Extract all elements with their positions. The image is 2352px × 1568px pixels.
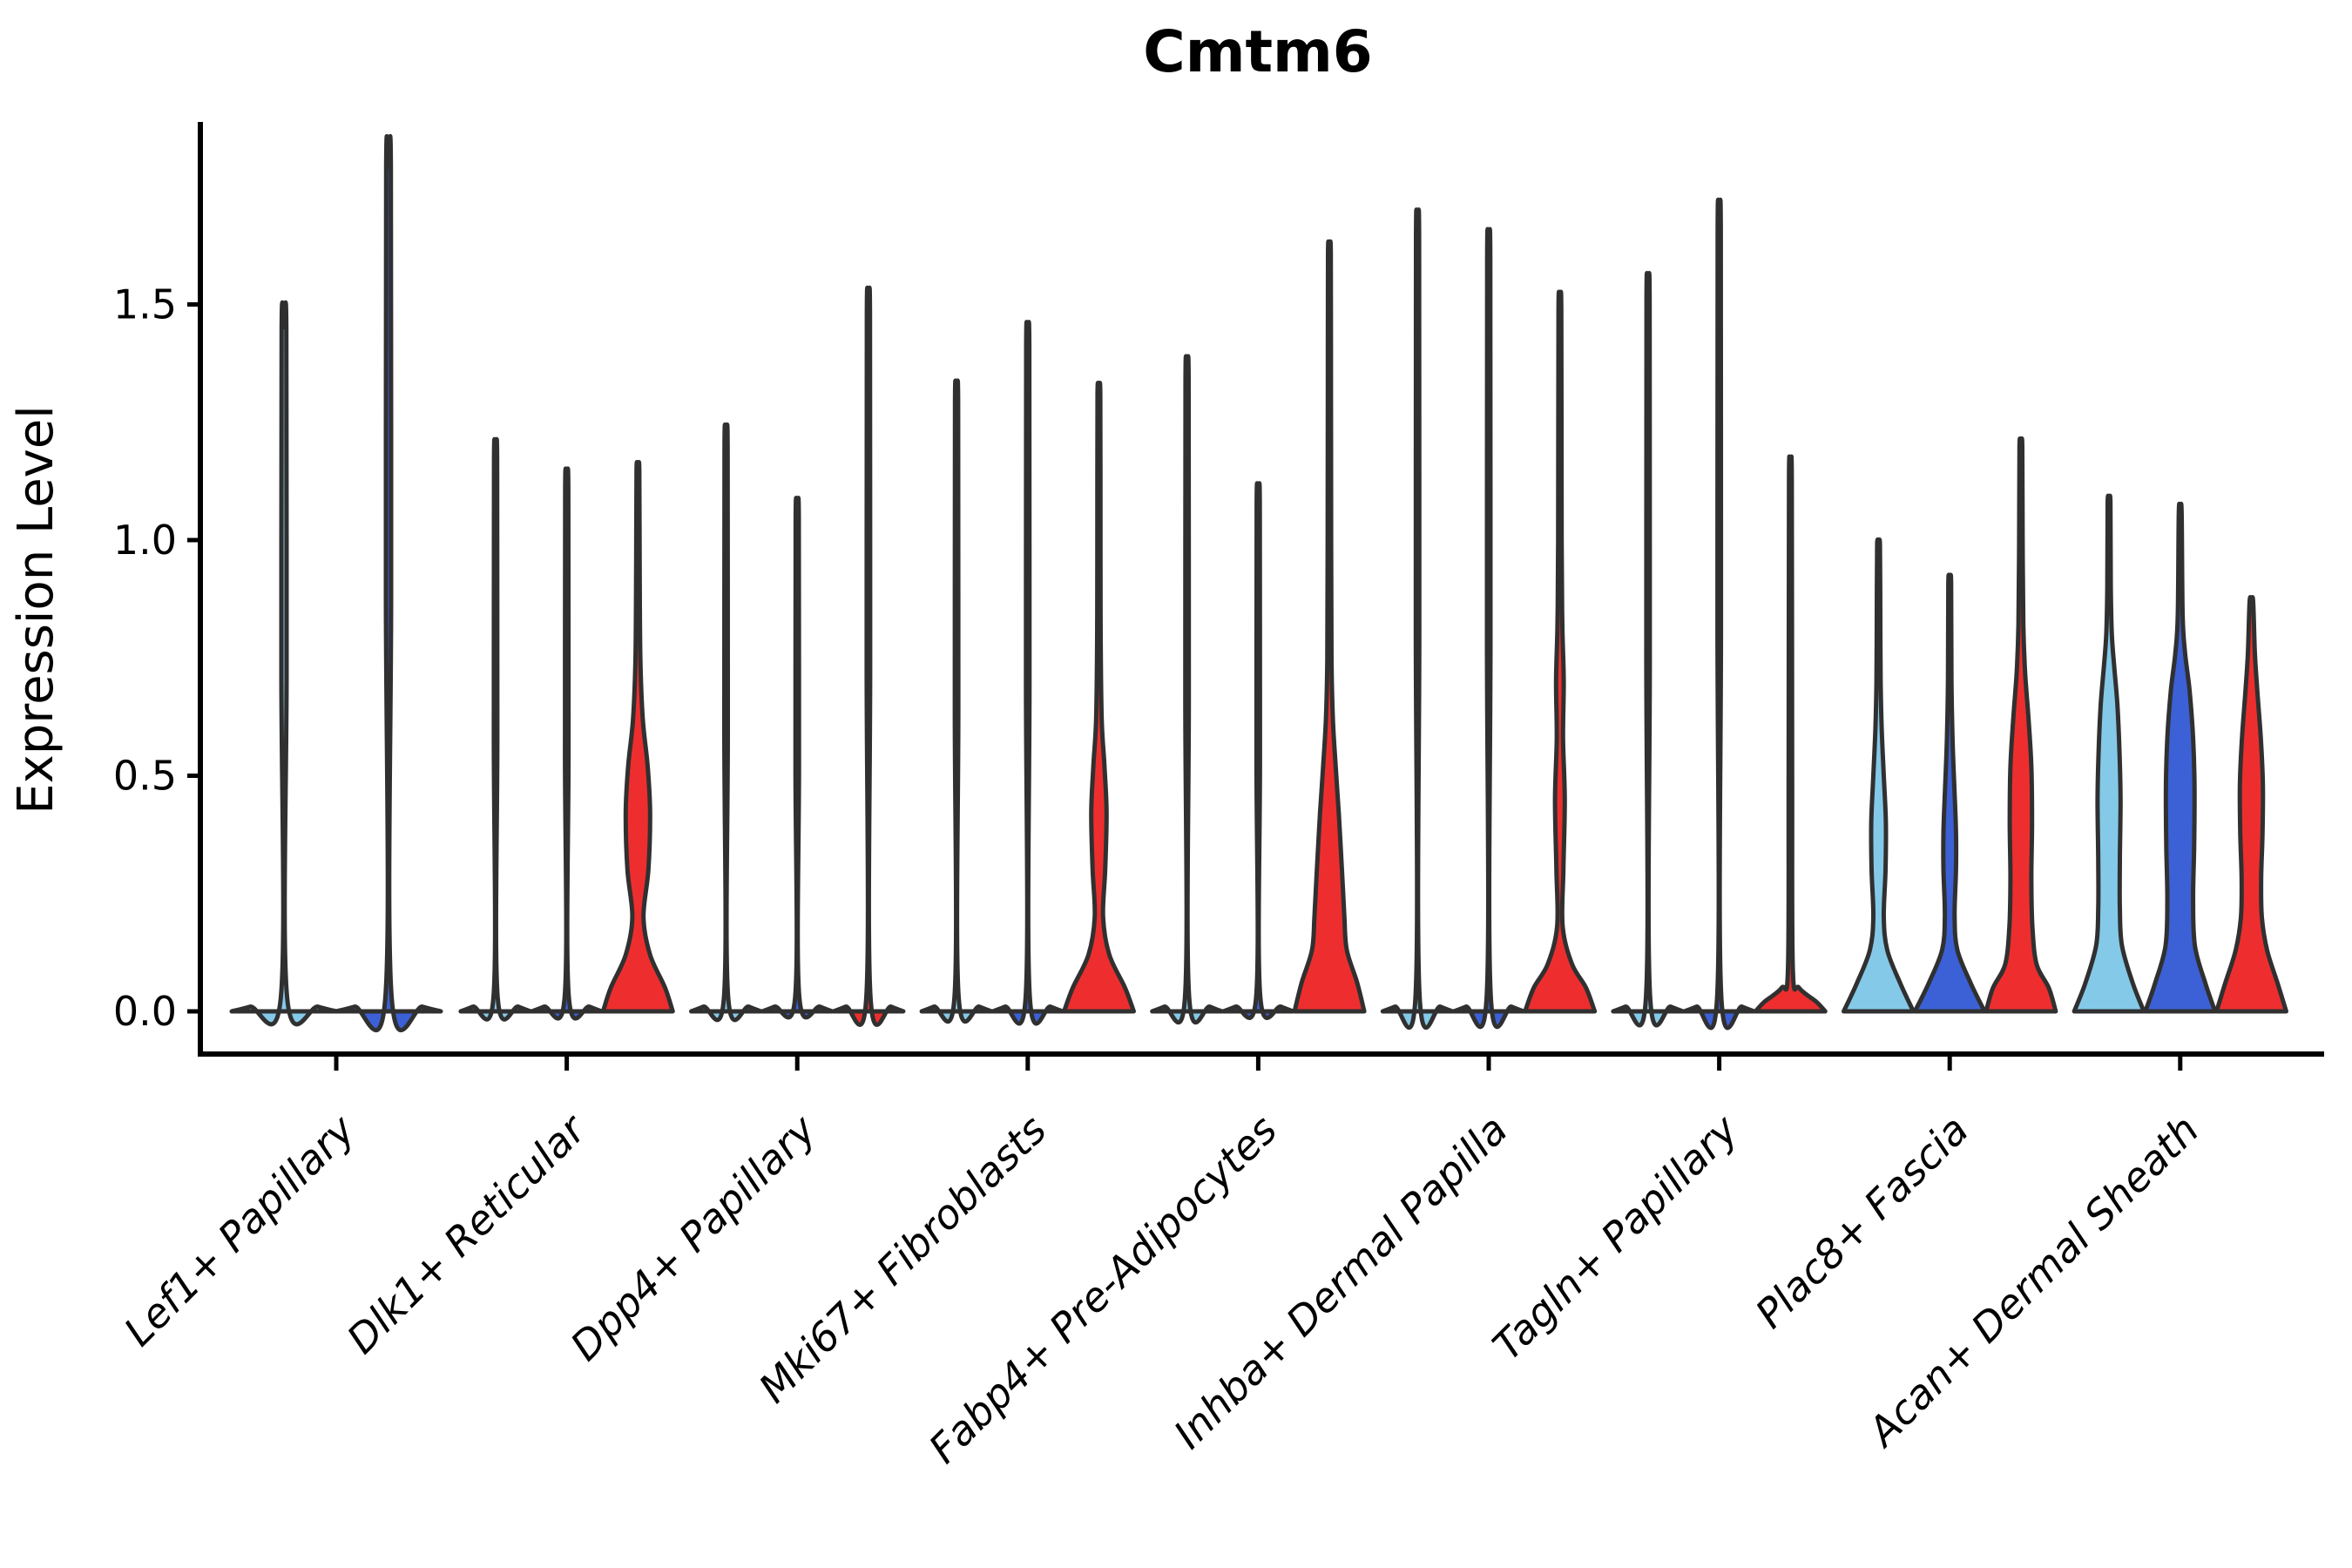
violin-acan-dermal-sheath-sample-1 (2072, 493, 2146, 1014)
violin-dlk1-reticular-sample-1 (458, 436, 533, 1022)
chart-title: Cmtm6 (1143, 18, 1372, 85)
x-tick-label: Dpp4+ Papillary (561, 1105, 825, 1369)
violin-mki67-fibroblasts-sample-3 (1062, 381, 1136, 1014)
violin-fabp4-pre-adipocytes-sample-2 (1220, 481, 1295, 1020)
violin-inhba-dermal-papilla-sample-2 (1451, 226, 1526, 1030)
axes-layer (187, 122, 2324, 1071)
violin-inhba-dermal-papilla-sample-3 (1523, 289, 1598, 1014)
violin-acan-dermal-sheath-sample-2 (2143, 501, 2218, 1014)
violin-tagln-papillary-sample-2 (1682, 197, 1757, 1031)
y-tick-label: 1.5 (113, 281, 177, 328)
violin-mki67-fibroblasts-sample-1 (919, 378, 994, 1024)
y-tick-label: 0.0 (113, 988, 177, 1035)
violin-dpp4-papillary-sample-2 (760, 496, 835, 1020)
y-tick-label: 1.0 (113, 517, 177, 564)
violin-plac8-fascia-sample-1 (1842, 537, 1916, 1014)
violin-layer (229, 134, 2288, 1032)
y-tick-label: 0.5 (113, 753, 177, 800)
violin-tagln-papillary-sample-3 (1753, 454, 1828, 1014)
x-tick-label: Lef1+ Papillary (115, 1105, 364, 1355)
violin-tagln-papillary-sample-1 (1611, 270, 1686, 1028)
violin-fabp4-pre-adipocytes-sample-3 (1292, 239, 1367, 1014)
violin-lef1-papillary-sample-2 (334, 134, 443, 1032)
violin-dpp4-papillary-sample-1 (689, 422, 763, 1023)
x-tick-label: Plac8+ Fascia (1747, 1106, 1977, 1337)
violin-acan-dermal-sheath-sample-3 (2214, 595, 2288, 1014)
x-tick-label: Dlk1+ Reticular (338, 1104, 597, 1362)
violin-dlk1-reticular-sample-2 (530, 466, 605, 1021)
x-tick-label: Tagln+ Papillary (1484, 1105, 1747, 1369)
violin-mki67-fibroblasts-sample-2 (990, 320, 1065, 1026)
violin-dpp4-papillary-sample-3 (831, 285, 906, 1027)
violin-lef1-papillary-sample-1 (229, 300, 339, 1027)
violin-fabp4-pre-adipocytes-sample-1 (1150, 354, 1225, 1025)
violin-inhba-dermal-papilla-sample-1 (1380, 207, 1455, 1031)
y-axis-label: Expression Level (8, 405, 64, 814)
violin-plac8-fascia-sample-2 (1912, 572, 1987, 1014)
violin-plac8-fascia-sample-3 (1984, 436, 2058, 1014)
violin-dlk1-reticular-sample-3 (600, 460, 675, 1014)
